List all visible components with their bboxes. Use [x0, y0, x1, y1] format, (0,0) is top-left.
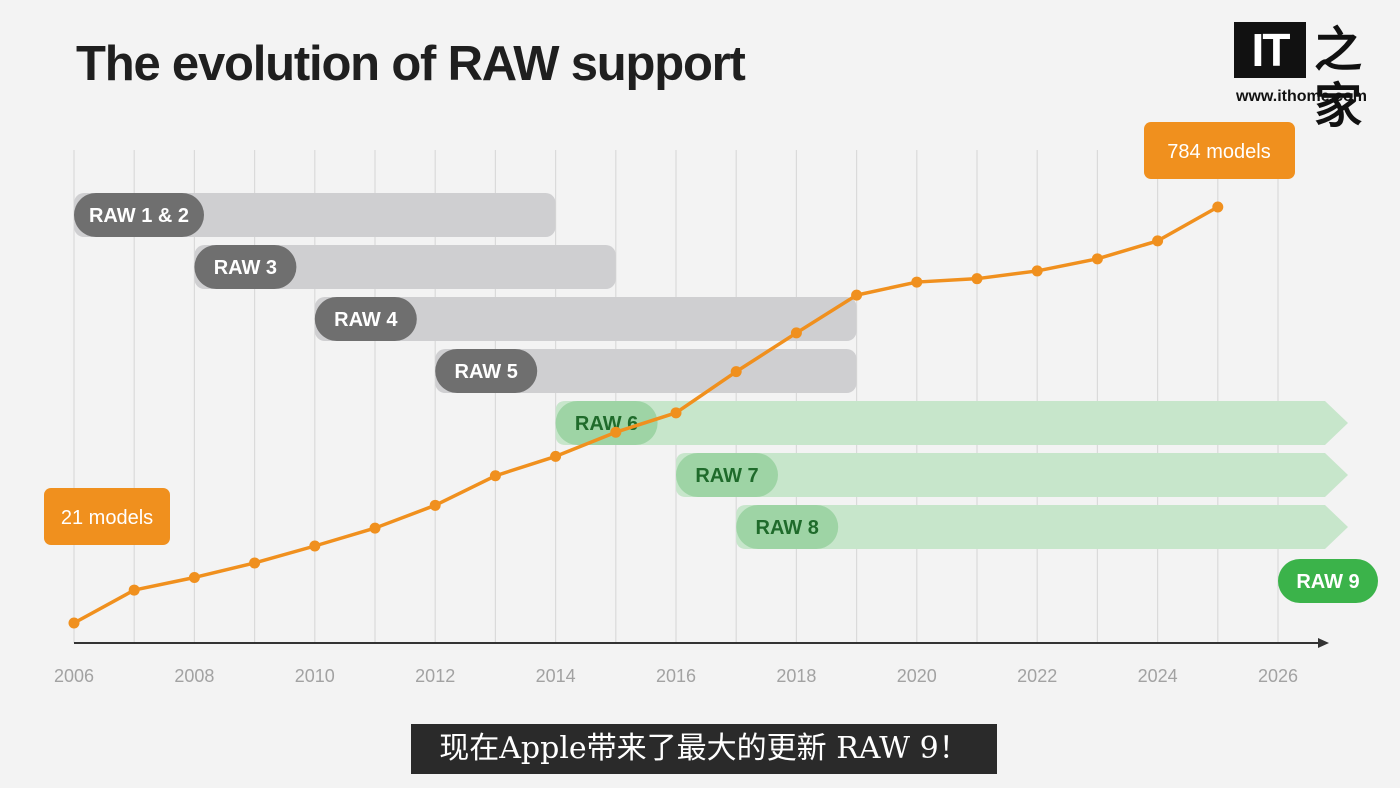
range-label: RAW 6: [575, 413, 638, 435]
data-point: [550, 450, 562, 462]
range-raw-1-2: RAW 1 & 2: [74, 193, 556, 237]
data-point: [249, 557, 261, 569]
x-tick-label: 2014: [536, 666, 576, 686]
logo-url: www.ithome.com: [1236, 88, 1367, 105]
range-raw-6: RAW 6: [555, 401, 1348, 445]
data-point: [911, 276, 923, 288]
range-label: RAW 4: [334, 309, 398, 331]
range-label: RAW 7: [695, 465, 758, 487]
range-pill: [736, 505, 839, 549]
range-pill: [435, 349, 538, 393]
range-pill: [314, 297, 417, 341]
annotation-end: 784 models: [1144, 122, 1295, 179]
range-bar: [194, 245, 616, 289]
data-point: [851, 289, 863, 301]
data-point: [309, 540, 321, 552]
annotation-label: 21 models: [61, 507, 153, 529]
annotation-box: [1144, 122, 1295, 179]
range-label: RAW 9: [1296, 571, 1359, 593]
x-tick-label: 2020: [897, 666, 937, 686]
x-tick-label: 2024: [1138, 666, 1178, 686]
x-tick-label: 2010: [295, 666, 335, 686]
data-point: [68, 617, 80, 629]
annotation-box: [44, 488, 170, 545]
data-point: [730, 366, 742, 378]
range-raw-4: RAW 4: [314, 297, 857, 341]
data-point: [429, 499, 441, 511]
range-bar: [314, 297, 857, 341]
x-tick-label: 2026: [1258, 666, 1298, 686]
range-pill: [194, 245, 297, 289]
data-point: [188, 571, 200, 583]
range-raw-3: RAW 3: [194, 245, 616, 289]
range-arrow-bar: [555, 401, 1348, 445]
ithome-logo: IT 之家 www.ithome.com: [1234, 22, 1384, 134]
range-pill: [555, 401, 658, 445]
data-point: [369, 522, 381, 534]
logo-chinese-text: 之家: [1314, 22, 1363, 134]
range-arrow-bar: [736, 505, 1348, 549]
x-tick-label: 2022: [1017, 666, 1057, 686]
range-raw-9: RAW 9: [1278, 559, 1378, 603]
annotation-label: 784 models: [1167, 141, 1270, 163]
x-tick-label: 2006: [54, 666, 94, 686]
range-raw-8: RAW 8: [736, 505, 1348, 549]
range-arrow-bar: [676, 453, 1348, 497]
logo-it-mark: IT: [1234, 22, 1306, 78]
video-subtitle: 现在Apple带来了最大的更新 RAW 9！: [411, 724, 997, 774]
annotation-start: 21 models: [44, 488, 170, 545]
data-point: [610, 426, 622, 438]
range-raw-5: RAW 5: [435, 349, 857, 393]
x-tick-label: 2016: [656, 666, 696, 686]
series-line: [73, 205, 1219, 625]
range-pill: [1278, 559, 1378, 603]
data-point: [1031, 265, 1043, 277]
x-tick-label: 2018: [776, 666, 816, 686]
data-point: [1212, 201, 1224, 213]
range-label: RAW 5: [455, 361, 518, 383]
page-title: The evolution of RAW support: [76, 37, 746, 91]
data-point: [128, 584, 140, 596]
data-point: [1091, 253, 1103, 265]
range-raw-7: RAW 7: [676, 453, 1348, 497]
data-point: [1152, 235, 1164, 247]
x-tick-label: 2008: [174, 666, 214, 686]
range-pill: [74, 193, 204, 237]
x-axis-arrow-icon: [1318, 638, 1329, 648]
data-point: [489, 470, 501, 482]
data-point: [670, 407, 682, 419]
data-point: [790, 327, 802, 339]
range-label: RAW 1 & 2: [89, 205, 189, 227]
series-points: [68, 201, 1224, 629]
range-label: RAW 3: [214, 257, 277, 279]
range-pill: [676, 453, 778, 497]
x-tick-label: 2012: [415, 666, 455, 686]
range-label: RAW 8: [756, 517, 819, 539]
data-point: [971, 273, 983, 285]
